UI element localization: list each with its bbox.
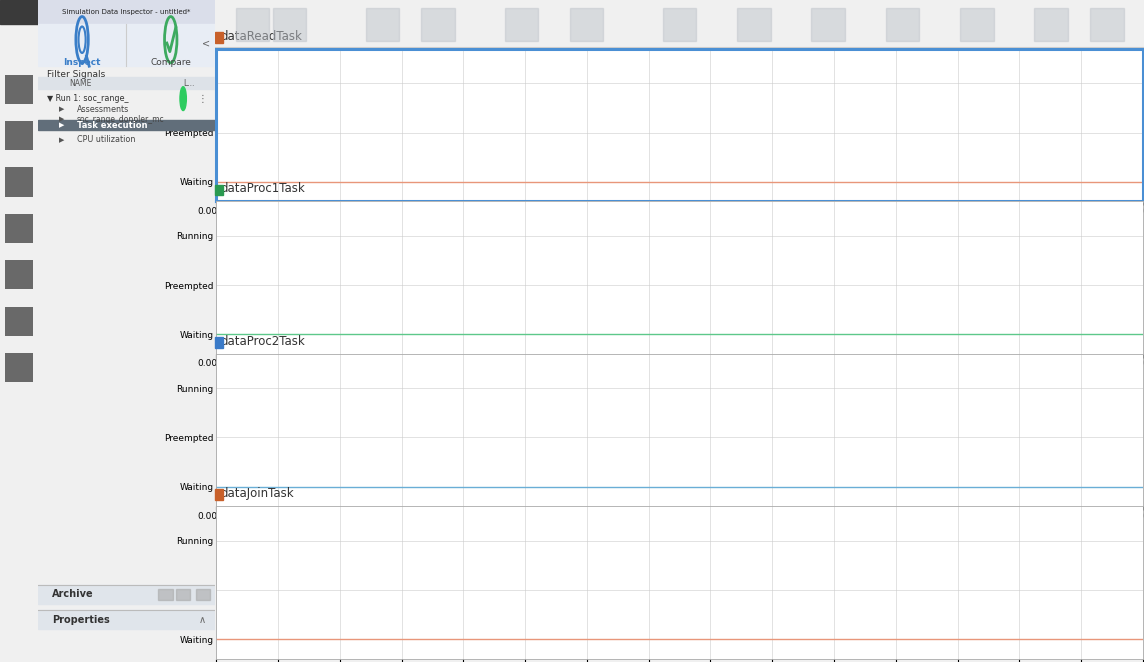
Bar	[5, 353, 33, 382]
Bar	[38, 610, 215, 629]
Bar	[38, 120, 215, 130]
Text: <: <	[202, 38, 210, 48]
Bar	[5, 307, 33, 336]
Circle shape	[180, 87, 186, 111]
Bar	[960, 8, 993, 40]
Bar	[0, 0, 38, 24]
Text: soc_range_doppler_mc: soc_range_doppler_mc	[77, 115, 165, 124]
Bar	[737, 8, 771, 40]
Bar	[570, 8, 603, 40]
Text: ▶: ▶	[59, 106, 64, 113]
Text: dataProc2Task: dataProc2Task	[221, 335, 305, 348]
Text: Task execution: Task execution	[77, 120, 148, 130]
Bar	[421, 8, 454, 40]
Bar	[215, 185, 223, 195]
Text: ∧: ∧	[199, 614, 206, 625]
Bar	[38, 77, 215, 89]
Text: NAME: NAME	[70, 79, 92, 88]
Bar	[662, 8, 697, 40]
Bar	[38, 24, 215, 66]
Bar	[176, 589, 190, 600]
Bar	[1090, 8, 1123, 40]
Text: Filter Signals: Filter Signals	[47, 70, 105, 79]
Text: Simulation Data Inspector - untitled*: Simulation Data Inspector - untitled*	[62, 9, 191, 15]
Bar	[5, 121, 33, 150]
Bar	[5, 75, 33, 104]
Text: ▶: ▶	[59, 122, 64, 128]
Text: dataProc1Task: dataProc1Task	[221, 182, 305, 195]
Bar	[215, 489, 223, 500]
Bar	[366, 8, 399, 40]
Bar	[885, 8, 919, 40]
Bar	[5, 260, 33, 289]
Text: ▶: ▶	[59, 116, 64, 122]
Text: Properties: Properties	[51, 614, 110, 625]
Bar	[811, 8, 845, 40]
Bar	[215, 337, 223, 348]
Bar	[5, 167, 33, 197]
Bar	[38, 0, 215, 24]
Bar	[196, 589, 209, 600]
Text: Archive: Archive	[51, 589, 94, 600]
Bar	[5, 214, 33, 243]
Text: Inspect: Inspect	[63, 58, 101, 68]
Bar	[158, 589, 173, 600]
Text: ⋮: ⋮	[198, 93, 207, 104]
Bar	[1034, 8, 1067, 40]
Text: ▼ Run 1: soc_range_: ▼ Run 1: soc_range_	[47, 94, 128, 103]
Bar	[505, 8, 539, 40]
Bar	[236, 8, 269, 40]
Text: dataJoinTask: dataJoinTask	[221, 487, 294, 500]
Text: CPU utilization: CPU utilization	[77, 135, 135, 144]
Bar	[272, 8, 307, 40]
Text: dataReadTask: dataReadTask	[221, 30, 303, 43]
Text: ▶: ▶	[59, 136, 64, 143]
Bar	[38, 585, 215, 604]
Text: Compare: Compare	[150, 58, 191, 68]
Text: L...: L...	[183, 79, 194, 88]
Bar	[215, 32, 223, 43]
Text: Assessments: Assessments	[77, 105, 129, 114]
